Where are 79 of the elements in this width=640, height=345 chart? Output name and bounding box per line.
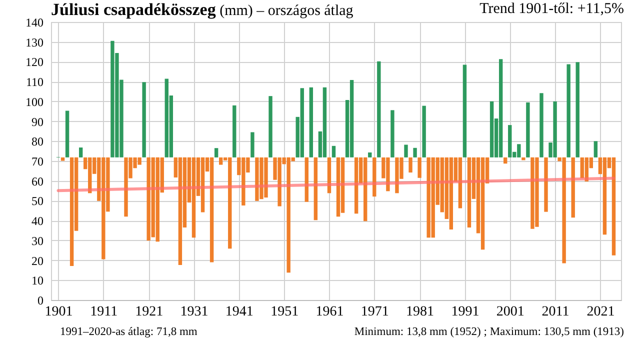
bar [480,157,485,250]
bar [462,64,467,158]
bar [210,157,214,262]
bar [504,157,508,164]
y-tick-label: 90 [32,114,44,129]
bar [250,132,254,158]
y-tick-label: 80 [32,134,44,149]
bar [314,157,318,220]
bar [340,157,345,213]
x-tick-label: 1991 [451,304,480,320]
x-tick-label: 1971 [360,304,389,320]
y-tick-label: 40 [32,214,44,228]
chart-subtitle: (mm) – országos átlag [218,3,354,19]
bar [368,152,372,158]
bar [612,157,616,256]
chart-title: Júliusi csapadékösszeg [51,0,216,19]
text: 1991–2020-as átlag: 71,8 mm [60,326,198,338]
bar [467,157,472,228]
y-tick-label: 10 [32,274,44,288]
x-tick-label: 1941 [225,304,254,320]
bar [332,146,336,158]
bar [268,96,272,158]
bar [192,157,196,238]
bar [422,106,426,158]
bar [350,80,354,158]
bar [60,157,65,161]
x-tick-label: 1981 [406,304,434,320]
x-tick-label: 2001 [496,304,524,320]
text: Minimum: 13,8 mm (1952) ; Maximum: 130,5 mm (1913) [354,326,624,338]
bar [408,157,412,173]
y-tick-label: 50 [32,194,44,208]
bar [566,64,570,158]
bar [544,157,548,212]
bar [449,157,454,230]
bar [522,157,526,160]
x-tick-label: 2021 [586,304,615,320]
bar [322,87,327,158]
bar [540,93,544,158]
bar [602,157,607,235]
bar [490,101,494,158]
bar [65,110,70,158]
text: Trend 1901-től: +11,5% [480,1,624,18]
y-tick-label: 0 [38,294,44,308]
x-tick-label: 1961 [316,304,344,320]
y-tick-label: 110 [26,75,44,90]
y-tick-label: 70 [32,154,44,168]
y-tick-label: 140 [26,16,44,30]
bar [218,157,223,165]
bar [508,125,512,158]
bar [594,141,598,158]
bar [418,157,422,178]
bar [178,157,182,266]
bar [413,148,417,158]
bar [377,61,381,158]
bar [571,157,575,218]
y-tick-label: 100 [26,94,44,109]
x-tick-label: 1911 [90,304,118,320]
bar [214,148,218,158]
bar [309,87,314,158]
y-tick-label: 30 [32,234,44,248]
bar [526,102,530,158]
bar [404,144,408,158]
x-tick-label: 1901 [44,304,73,320]
bar [78,147,83,158]
y-tick-label: 60 [32,174,44,188]
y-tick-label: 20 [32,254,44,268]
x-tick-label: 1921 [135,304,164,320]
bar [300,88,304,158]
bar [70,157,74,266]
bar [142,82,146,158]
x-tick-label: 1931 [180,304,208,320]
x-tick-label: 1951 [270,304,299,320]
bar [576,62,580,158]
bar [390,110,394,158]
x-tick-label: 2011 [542,304,570,320]
bar [232,105,236,158]
y-tick-label: 120 [26,55,44,70]
bar [498,59,503,158]
y-tick-label: 130 [26,35,44,50]
